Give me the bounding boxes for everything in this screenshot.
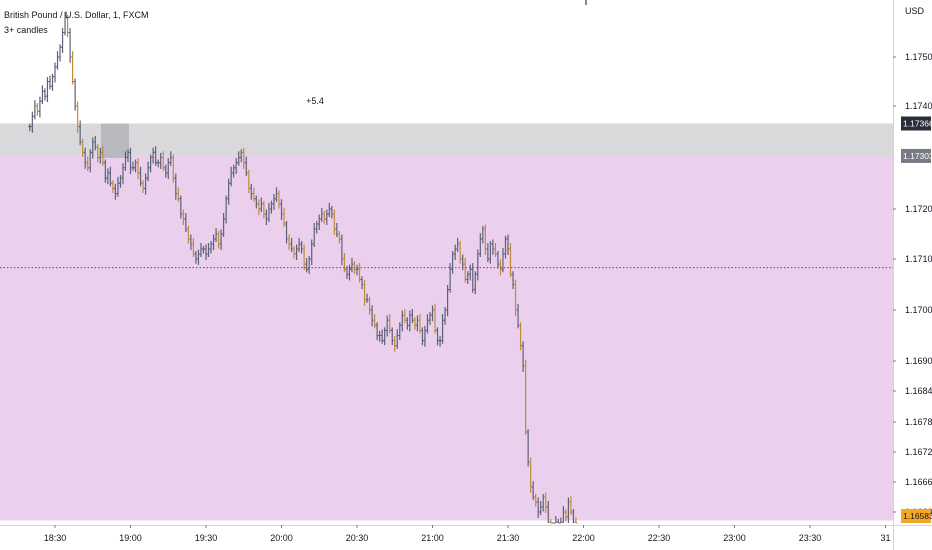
- y-tick: 1.16660: [893, 477, 932, 487]
- x-tick: 22:00: [572, 525, 595, 543]
- legend-symbol[interactable]: British Pound / U.S. Dollar, 1, FXCM: [4, 10, 149, 20]
- y-tick: 1.17100: [893, 254, 932, 264]
- svg-text:23:00: 23:00: [723, 533, 746, 543]
- svg-text:19:30: 19:30: [195, 533, 218, 543]
- price-tag[interactable]: 1.17366: [901, 116, 932, 131]
- svg-text:22:30: 22:30: [648, 533, 671, 543]
- y-tick: 1.16900: [893, 356, 932, 366]
- svg-text:1.17366: 1.17366: [903, 119, 932, 129]
- svg-text:18:30: 18:30: [44, 533, 67, 543]
- svg-text:1.17000: 1.17000: [905, 305, 932, 315]
- svg-text:20:30: 20:30: [346, 533, 369, 543]
- svg-text:21:30: 21:30: [497, 533, 520, 543]
- svg-text:1.17303: 1.17303: [903, 151, 932, 161]
- purple-zone: [0, 155, 893, 521]
- svg-text:1.16840: 1.16840: [905, 386, 932, 396]
- x-tick: 23:30: [799, 525, 822, 543]
- x-tick: 20:00: [270, 525, 293, 543]
- legend: British Pound / U.S. Dollar, 1, FXCM 3+ …: [4, 8, 149, 38]
- y-tick: 1.17200: [893, 204, 932, 214]
- price-tag[interactable]: 1.17303: [901, 148, 932, 163]
- x-tick: 31: [880, 525, 891, 543]
- gray-zone: [0, 123, 893, 156]
- selection-box[interactable]: [101, 123, 129, 158]
- y-tick: 1.17000: [893, 305, 932, 315]
- svg-text:21:00: 21:00: [421, 533, 444, 543]
- chart-annotation: +5.4: [306, 96, 324, 106]
- svg-text:1.16583: 1.16583: [903, 511, 932, 521]
- legend-indicator[interactable]: 3+ candles: [4, 25, 48, 35]
- svg-text:22:00: 22:00: [572, 533, 595, 543]
- svg-text:1.17100: 1.17100: [905, 254, 932, 264]
- svg-text:1.17500: 1.17500: [905, 52, 932, 62]
- svg-text:23:30: 23:30: [799, 533, 822, 543]
- svg-text:19:00: 19:00: [119, 533, 142, 543]
- x-tick: 19:30: [195, 525, 218, 543]
- svg-text:1.16780: 1.16780: [905, 417, 932, 427]
- svg-text:1.17200: 1.17200: [905, 204, 932, 214]
- ohlc-bar: [574, 517, 578, 524]
- svg-text:1.16720: 1.16720: [905, 447, 932, 457]
- svg-text:1.16900: 1.16900: [905, 356, 932, 366]
- y-tick: 1.17400: [893, 101, 932, 111]
- x-tick: 18:30: [44, 525, 67, 543]
- svg-text:1.17400: 1.17400: [905, 101, 932, 111]
- y-tick: 1.16840: [893, 386, 932, 396]
- currency-label: USD: [905, 6, 925, 16]
- x-tick: 21:30: [497, 525, 520, 543]
- x-tick: 19:00: [119, 525, 142, 543]
- x-tick: 23:00: [723, 525, 746, 543]
- x-tick: 22:30: [648, 525, 671, 543]
- svg-text:1.16660: 1.16660: [905, 477, 932, 487]
- svg-text:20:00: 20:00: [270, 533, 293, 543]
- price-tag[interactable]: 1.16583: [901, 509, 932, 523]
- svg-text:31: 31: [880, 533, 890, 543]
- y-tick: 1.16720: [893, 447, 932, 457]
- y-tick: 1.17500: [893, 52, 932, 62]
- y-tick: 1.16780: [893, 417, 932, 427]
- x-tick: 20:30: [346, 525, 369, 543]
- x-tick: 21:00: [421, 525, 444, 543]
